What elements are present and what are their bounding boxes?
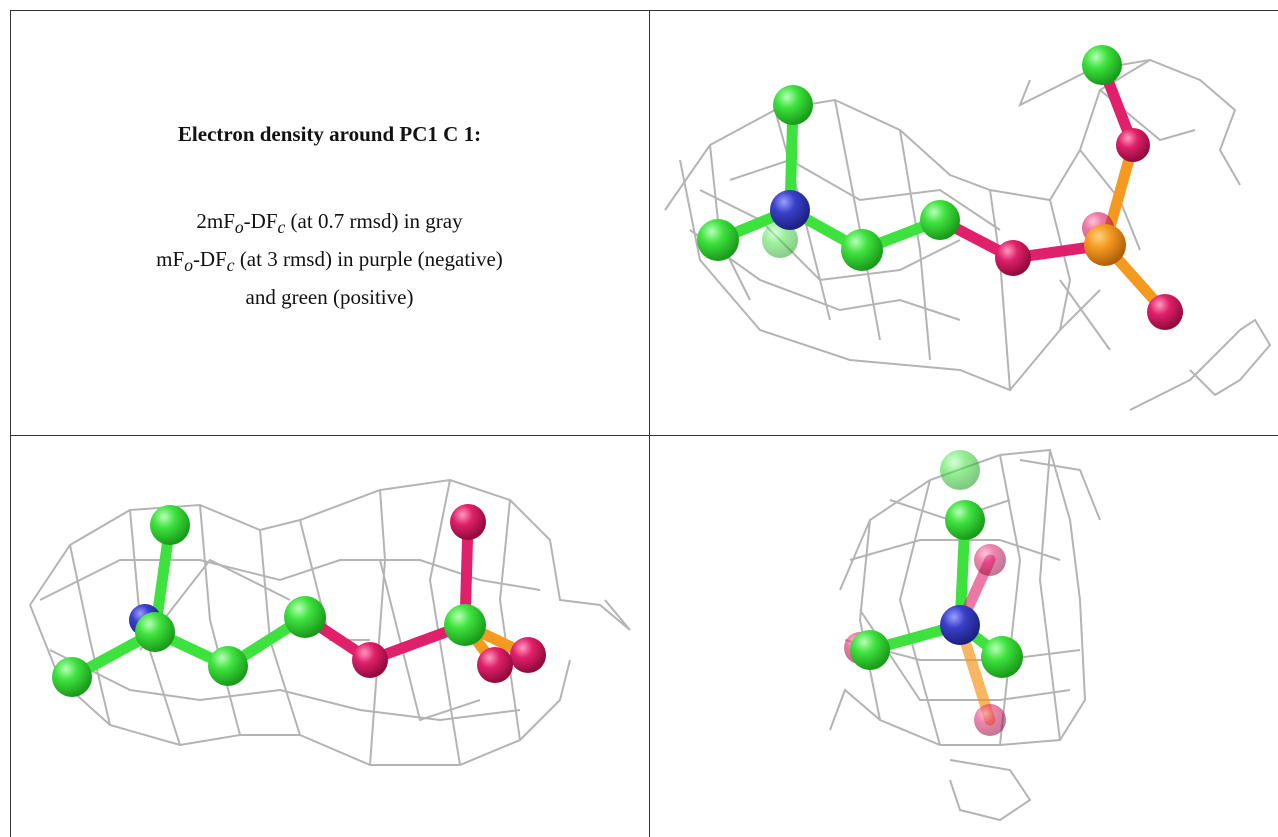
density-view-top-right bbox=[665, 45, 1270, 410]
text-run: mF bbox=[156, 247, 184, 271]
legend-line: and green (positive) bbox=[10, 281, 649, 313]
page: {"header": {"title": "Electron density a… bbox=[0, 0, 1278, 837]
density-view-bottom-right bbox=[830, 450, 1100, 820]
text-run: -DF bbox=[193, 247, 227, 271]
text-run: and green (positive) bbox=[246, 285, 414, 309]
subscript: c bbox=[227, 255, 235, 275]
text-run: -DF bbox=[244, 209, 278, 233]
text-run: (at 0.7 rmsd) in gray bbox=[285, 209, 462, 233]
subscript: o bbox=[235, 217, 244, 237]
legend-line: mFo-DFc (at 3 rmsd) in purple (negative) bbox=[10, 243, 649, 281]
subscript: o bbox=[184, 255, 193, 275]
density-view-bottom-left bbox=[30, 480, 630, 765]
text-run: 2mF bbox=[196, 209, 235, 233]
legend-line: 2mFo-DFc (at 0.7 rmsd) in gray bbox=[10, 205, 649, 243]
panel-title: Electron density around PC1 C 1: bbox=[10, 122, 649, 147]
text-run: (at 3 rmsd) in purple (negative) bbox=[235, 247, 503, 271]
